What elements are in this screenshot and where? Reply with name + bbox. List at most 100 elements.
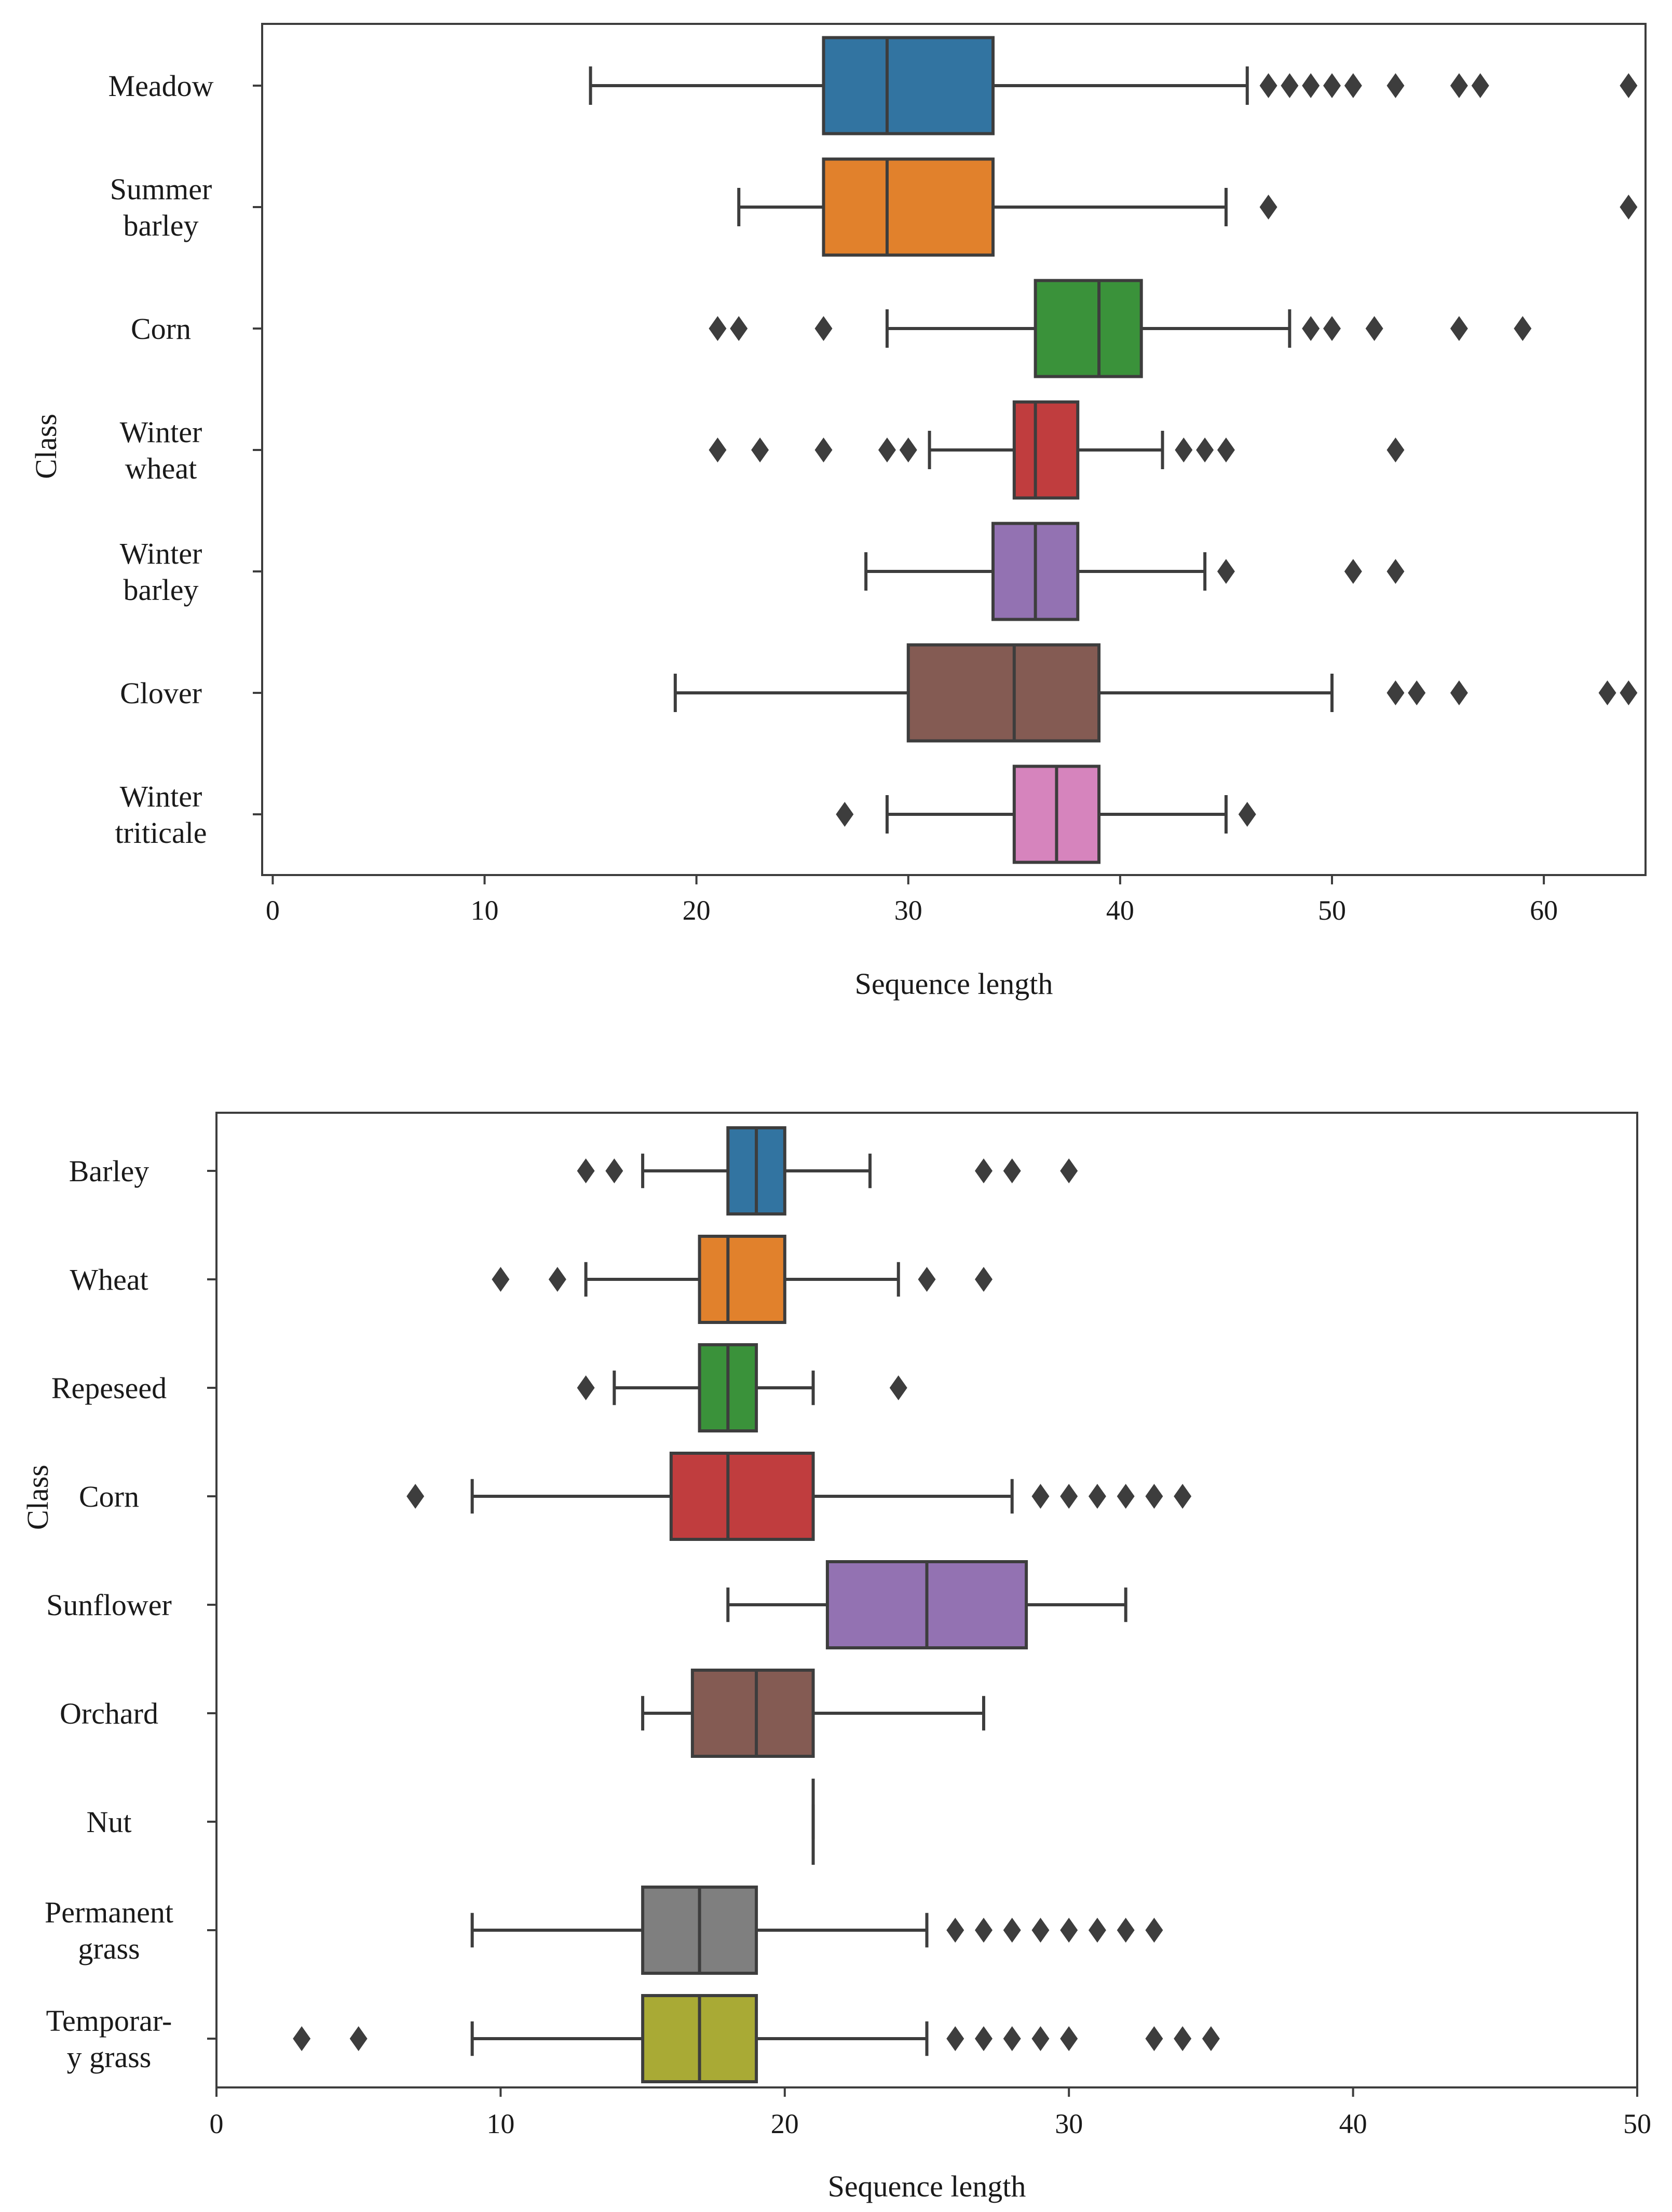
outlier-point xyxy=(1281,73,1299,98)
outlier-point xyxy=(974,2026,993,2051)
outlier-point xyxy=(1302,316,1320,341)
category-label: wheat xyxy=(125,452,197,485)
box-group: Clover xyxy=(120,643,1638,743)
box xyxy=(822,36,995,135)
outlier-point xyxy=(814,316,833,341)
outlier-point xyxy=(1145,1918,1163,1943)
outlier-point xyxy=(1031,1918,1050,1943)
box-group: Nut xyxy=(87,1779,815,1865)
outlier-point xyxy=(1386,559,1405,584)
outlier-point xyxy=(1386,73,1405,98)
outlier-point xyxy=(1060,2026,1078,2051)
x-tick-label: 10 xyxy=(471,895,499,926)
outlier-point xyxy=(1088,1918,1106,1943)
x-tick-label: 50 xyxy=(1318,895,1346,926)
outlier-point xyxy=(1060,1918,1078,1943)
outlier-point xyxy=(577,1375,595,1400)
box xyxy=(906,643,1101,743)
x-tick-label: 20 xyxy=(683,895,711,926)
x-tick-label: 30 xyxy=(1055,2108,1083,2139)
category-label: y grass xyxy=(67,2040,152,2074)
category-label: grass xyxy=(78,1932,140,1965)
outlier-point xyxy=(1003,2026,1021,2051)
x-tick-label: 30 xyxy=(894,895,922,926)
outlier-point xyxy=(1302,73,1320,98)
outlier-point xyxy=(1323,73,1341,98)
outlier-point xyxy=(406,1484,425,1509)
outlier-point xyxy=(293,2026,311,2051)
outlier-point xyxy=(1202,2026,1220,2051)
x-axis-title: Sequence length xyxy=(855,967,1053,1001)
outlier-point xyxy=(1196,438,1214,462)
category-label: Barley xyxy=(69,1154,149,1188)
outlier-point xyxy=(1344,73,1362,98)
outlier-point xyxy=(548,1267,566,1292)
category-label: Winter xyxy=(120,537,202,570)
outlier-point xyxy=(1174,1484,1192,1509)
outlier-point xyxy=(946,1918,964,1943)
category-label: Corn xyxy=(79,1480,139,1513)
box-group: Repeseed xyxy=(51,1343,907,1432)
y-axis-title: Class xyxy=(29,414,63,479)
outlier-point xyxy=(349,2026,368,2051)
plot-frame xyxy=(215,1112,1638,2088)
box-group: Corn xyxy=(79,1452,1192,1541)
outlier-point xyxy=(1217,559,1235,584)
category-label: Permanent xyxy=(45,1895,173,1929)
outlier-point xyxy=(1450,73,1468,98)
x-tick-label: 40 xyxy=(1339,2108,1367,2139)
outlier-point xyxy=(1174,2026,1192,2051)
box-group: Wheat xyxy=(70,1235,993,1324)
outlier-point xyxy=(1620,195,1638,220)
outlier-point xyxy=(889,1375,907,1400)
chart-2: 0 10 20 30 40 50 Sequence length Class Barley Whe… xyxy=(21,1112,1651,2203)
outlier-point xyxy=(1620,73,1638,98)
x-tick-label: 20 xyxy=(771,2108,799,2139)
outlier-point xyxy=(1514,316,1532,341)
box-group: Orchard xyxy=(60,1669,985,1758)
outlier-point xyxy=(918,1267,936,1292)
outlier-point xyxy=(1031,2026,1050,2051)
outlier-point xyxy=(1365,316,1383,341)
outlier-point xyxy=(1003,1918,1021,1943)
outlier-point xyxy=(1471,73,1489,98)
outlier-point xyxy=(974,1158,993,1183)
y-axis-title: Class xyxy=(21,1465,55,1530)
category-label: Winter xyxy=(120,780,202,813)
box-group: Barley xyxy=(69,1126,1078,1216)
x-tick-label: 0 xyxy=(210,2108,224,2139)
outlier-point xyxy=(1060,1484,1078,1509)
outlier-point xyxy=(751,438,769,462)
category-label: Winter xyxy=(120,415,202,449)
outlier-point xyxy=(709,438,727,462)
x-tick-label: 0 xyxy=(266,895,280,926)
outlier-point xyxy=(1031,1484,1050,1509)
box-group: Sunflower xyxy=(46,1560,1127,1649)
outlier-point xyxy=(974,1918,993,1943)
outlier-point xyxy=(1259,195,1277,220)
box xyxy=(1034,279,1143,378)
outlier-point xyxy=(1088,1484,1106,1509)
outlier-point xyxy=(836,802,854,827)
outlier-point xyxy=(878,438,896,462)
category-label: triticale xyxy=(115,816,207,850)
box xyxy=(698,1235,786,1324)
box xyxy=(822,157,995,257)
outlier-point xyxy=(946,2026,964,2051)
category-label: Sunflower xyxy=(46,1588,172,1622)
outlier-point xyxy=(605,1158,623,1183)
category-label: barley xyxy=(124,573,199,607)
outlier-point xyxy=(709,316,727,341)
outlier-point xyxy=(1386,438,1405,462)
outlier-point xyxy=(814,438,833,462)
box xyxy=(669,1452,815,1541)
outlier-point xyxy=(1175,438,1193,462)
outlier-point xyxy=(492,1267,510,1292)
box xyxy=(690,1669,815,1758)
category-label: Repeseed xyxy=(51,1371,167,1405)
